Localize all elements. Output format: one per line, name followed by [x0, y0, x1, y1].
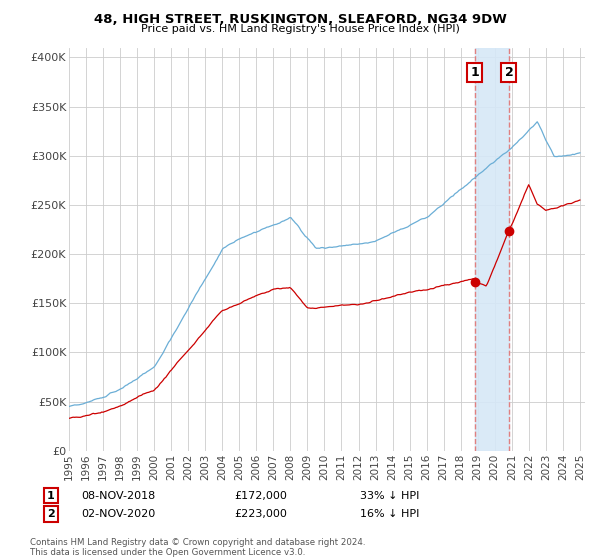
Text: 1: 1 [470, 66, 479, 79]
Bar [475, 48, 509, 451]
Text: 2: 2 [505, 66, 514, 79]
Text: 16% ↓ HPI: 16% ↓ HPI [360, 509, 419, 519]
Text: £172,000: £172,000 [234, 491, 287, 501]
Text: 1: 1 [47, 491, 55, 501]
Text: 08-NOV-2018: 08-NOV-2018 [81, 491, 155, 501]
Text: 02-NOV-2020: 02-NOV-2020 [81, 509, 155, 519]
Text: 48, HIGH STREET, RUSKINGTON, SLEAFORD, NG34 9DW: 48, HIGH STREET, RUSKINGTON, SLEAFORD, N… [94, 13, 506, 26]
Text: 33% ↓ HPI: 33% ↓ HPI [360, 491, 419, 501]
Text: £223,000: £223,000 [234, 509, 287, 519]
Text: 2: 2 [47, 509, 55, 519]
Text: Price paid vs. HM Land Registry's House Price Index (HPI): Price paid vs. HM Land Registry's House … [140, 24, 460, 34]
Text: Contains HM Land Registry data © Crown copyright and database right 2024.
This d: Contains HM Land Registry data © Crown c… [30, 538, 365, 557]
